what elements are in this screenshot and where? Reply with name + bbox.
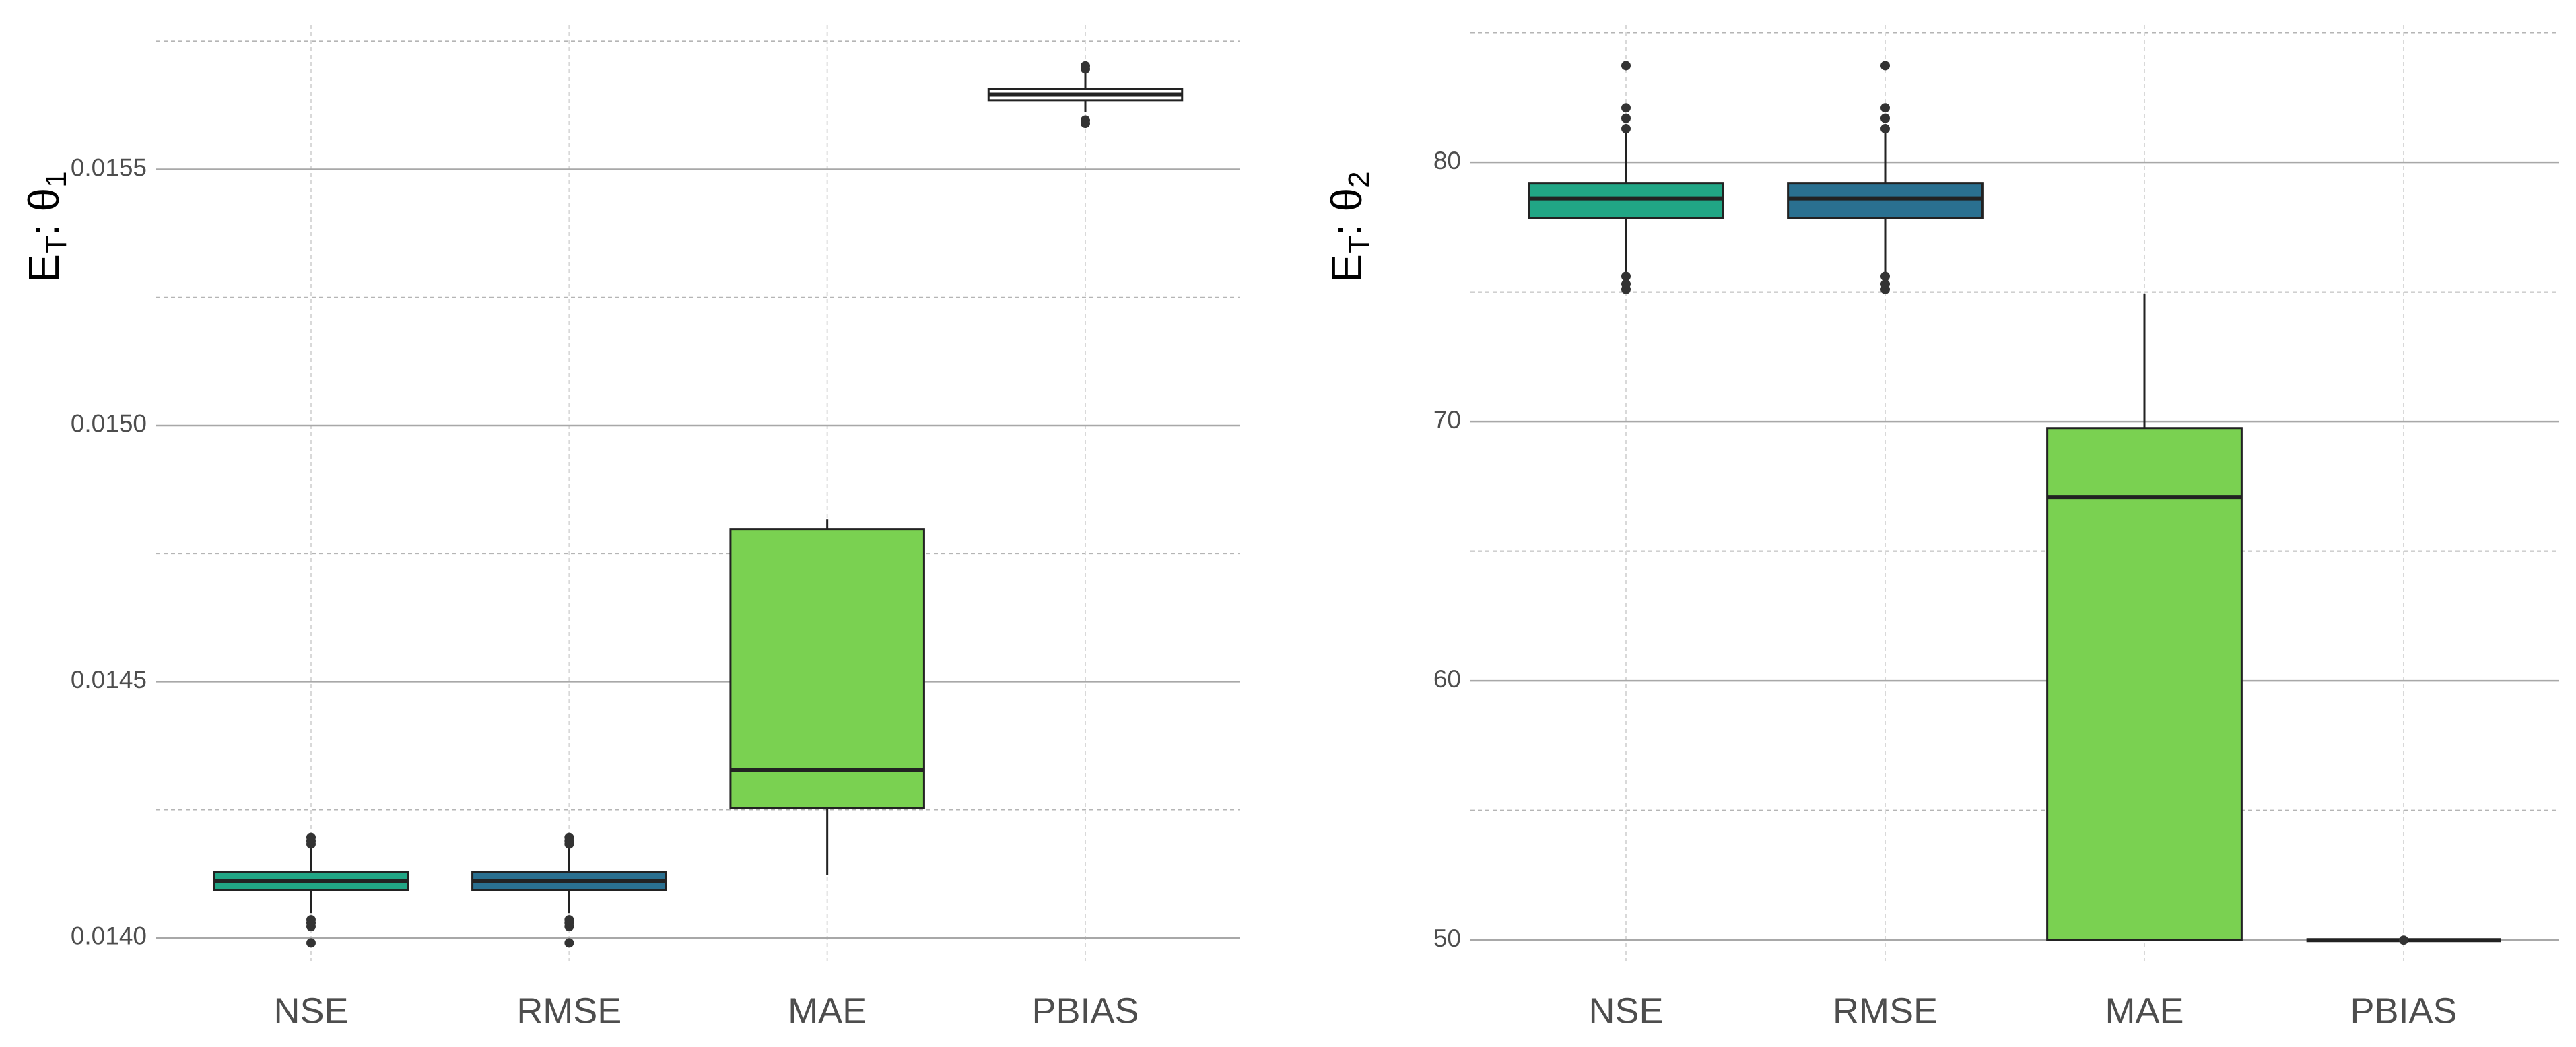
y-axis-label: ET: θ2 <box>1322 171 1376 282</box>
x-tick-label: NSE <box>1588 990 1663 1031</box>
outlier <box>564 915 574 925</box>
x-tick-label: MAE <box>788 990 867 1031</box>
outlier <box>306 915 316 925</box>
y-tick-label: 70 <box>1433 406 1461 434</box>
y-label-sub: T <box>1343 236 1376 254</box>
y-label-index: 2 <box>1343 171 1376 187</box>
y-label-index: 1 <box>40 171 73 187</box>
x-tick-label: PBIAS <box>2350 990 2457 1031</box>
y-label-sep: : θ <box>1322 188 1371 236</box>
outlier <box>1880 271 1890 281</box>
outlier <box>1880 279 1890 290</box>
y-tick-label: 0.0155 <box>71 154 147 181</box>
y-axis-label: ET: θ1 <box>20 171 73 282</box>
box <box>1528 182 1724 219</box>
x-tick-label: MAE <box>2105 990 2183 1031</box>
outlier <box>1081 61 1090 71</box>
y-label-base: E <box>20 254 68 283</box>
outlier <box>1081 115 1090 125</box>
box <box>729 528 925 809</box>
outlier <box>1880 113 1890 123</box>
y-tick-label: 50 <box>1433 924 1461 952</box>
outlier <box>306 832 316 842</box>
outlier <box>1880 124 1890 134</box>
outlier <box>306 938 316 948</box>
y-tick-label: 60 <box>1433 665 1461 693</box>
y-label-sep: : θ <box>20 188 68 236</box>
x-tick-label: RMSE <box>516 990 621 1031</box>
y-tick-label: 0.0150 <box>71 410 147 438</box>
outlier <box>1621 124 1631 134</box>
outlier <box>1880 103 1890 113</box>
y-tick-label: 80 <box>1433 147 1461 174</box>
x-tick-label: NSE <box>273 990 348 1031</box>
x-tick-label: PBIAS <box>1031 990 1139 1031</box>
y-label-sub: T <box>40 236 73 254</box>
y-tick-label: 0.0140 <box>71 922 147 950</box>
outlier <box>1621 279 1631 290</box>
outlier <box>2399 935 2408 945</box>
outlier <box>564 832 574 842</box>
x-tick-label: RMSE <box>1833 990 1938 1031</box>
outlier <box>1621 271 1631 281</box>
box <box>1787 182 1984 219</box>
outlier <box>1621 61 1631 71</box>
outlier <box>1880 61 1890 71</box>
outlier <box>1621 103 1631 113</box>
outlier <box>1621 113 1631 123</box>
y-label-base: E <box>1322 254 1371 283</box>
y-tick-label: 0.0145 <box>71 666 147 694</box>
box <box>2046 427 2243 941</box>
outlier <box>564 938 574 948</box>
